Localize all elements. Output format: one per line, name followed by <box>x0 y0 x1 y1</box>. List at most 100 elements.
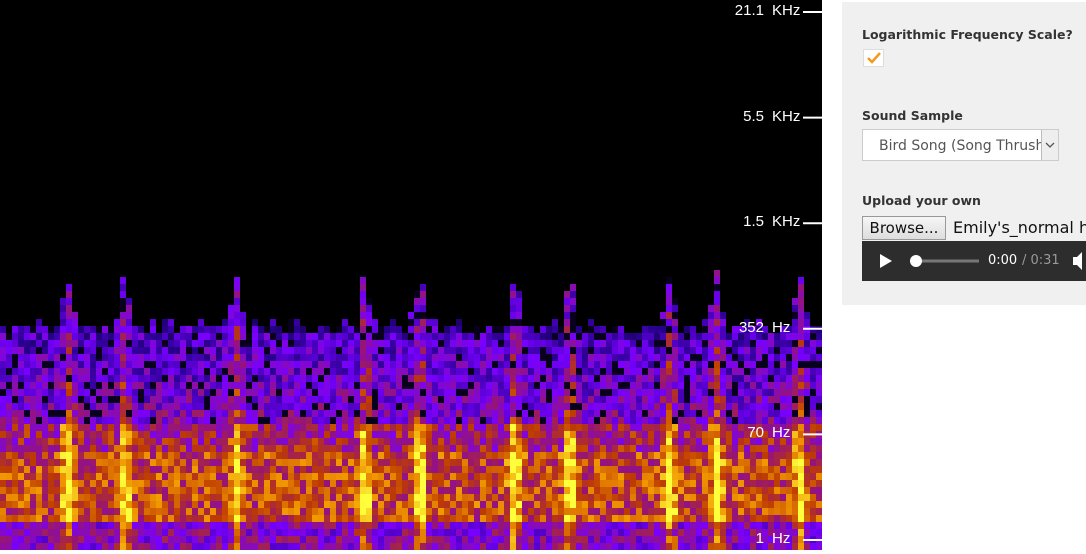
spectrogram-cell <box>774 410 780 417</box>
spectrogram-cell <box>186 438 192 445</box>
spectrogram-cell <box>738 382 744 389</box>
spectrogram-cell <box>552 466 558 473</box>
spectrogram-cell <box>726 417 732 424</box>
spectrogram-cell <box>408 445 414 452</box>
spectrogram-cell <box>216 375 222 382</box>
spectrogram-cell <box>150 515 156 522</box>
spectrogram-cell <box>720 494 726 501</box>
spectrogram-cell <box>468 515 474 522</box>
spectrogram-cell <box>48 326 54 333</box>
spectrogram-cell <box>0 347 6 354</box>
spectrogram-cell <box>750 522 756 529</box>
spectrogram-cell <box>534 417 540 424</box>
spectrogram-cell <box>702 333 708 340</box>
spectrogram-cell <box>12 382 18 389</box>
spectrogram-cell <box>36 340 42 347</box>
spectrogram-cell <box>288 326 294 333</box>
spectrogram-cell <box>372 438 378 445</box>
spectrogram-cell <box>360 417 366 424</box>
spectrogram-cell <box>492 361 498 368</box>
spectrogram-cell <box>72 312 78 319</box>
spectrogram-cell <box>120 508 126 515</box>
spectrogram-cell <box>138 438 144 445</box>
spectrogram-cell <box>792 340 798 347</box>
spectrogram-cell <box>0 396 6 403</box>
spectrogram-cell <box>492 515 498 522</box>
spectrogram-cell <box>558 466 564 473</box>
spectrogram-cell <box>276 347 282 354</box>
spectrogram-cell <box>408 536 414 543</box>
sample-select[interactable]: Bird Song (Song Thrush) <box>862 129 1059 161</box>
spectrogram-cell <box>456 536 462 543</box>
spectrogram-cell <box>114 529 120 536</box>
spectrogram-cell <box>246 536 252 543</box>
spectrogram-cell <box>36 501 42 508</box>
spectrogram-cell <box>48 459 54 466</box>
spectrogram-cell <box>612 515 618 522</box>
play-button[interactable] <box>880 254 892 268</box>
spectrogram-cell <box>90 368 96 375</box>
spectrogram-cell <box>438 375 444 382</box>
spectrogram-cell <box>306 508 312 515</box>
spectrogram-cell <box>588 375 594 382</box>
spectrogram-cell <box>228 536 234 543</box>
browse-button[interactable]: Browse... <box>862 216 946 240</box>
spectrogram-cell <box>150 466 156 473</box>
spectrogram-cell <box>666 410 672 417</box>
spectrogram-cell <box>240 529 246 536</box>
spectrogram-cell <box>780 445 786 452</box>
spectrogram-cell <box>114 424 120 431</box>
spectrogram-cell <box>96 375 102 382</box>
spectrogram-cell <box>54 368 60 375</box>
spectrogram-cell <box>612 389 618 396</box>
spectrogram-cell <box>204 487 210 494</box>
spectrogram-cell <box>684 473 690 480</box>
spectrogram-cell <box>756 340 762 347</box>
spectrogram-cell <box>72 354 78 361</box>
spectrogram-cell <box>678 487 684 494</box>
spectrogram-cell <box>282 452 288 459</box>
spectrogram-cell <box>198 347 204 354</box>
spectrogram-cell <box>348 487 354 494</box>
spectrogram-cell <box>516 326 522 333</box>
spectrogram-cell <box>96 459 102 466</box>
spectrogram-cell <box>738 431 744 438</box>
log-scale-checkbox[interactable] <box>863 49 884 67</box>
spectrogram-cell <box>324 522 330 529</box>
spectrogram-cell <box>264 347 270 354</box>
spectrogram-cell <box>690 396 696 403</box>
spectrogram-cell <box>150 459 156 466</box>
spectrogram-cell <box>486 480 492 487</box>
spectrogram-cell <box>588 431 594 438</box>
spectrogram-cell <box>246 487 252 494</box>
control-panel: Logarithmic Frequency Scale? Sound Sampl… <box>842 2 1086 305</box>
spectrogram-cell <box>810 501 816 508</box>
spectrogram-cell <box>648 389 654 396</box>
spectrogram-cell <box>510 354 516 361</box>
spectrogram-cell <box>432 424 438 431</box>
spectrogram-cell <box>264 361 270 368</box>
volume-button[interactable] <box>1073 252 1082 270</box>
spectrogram-cell <box>774 515 780 522</box>
spectrogram-cell <box>720 410 726 417</box>
spectrogram-cell <box>576 333 582 340</box>
spectrogram-cell <box>324 396 330 403</box>
seek-handle[interactable] <box>910 255 922 267</box>
spectrogram-cell <box>102 375 108 382</box>
spectrogram-cell <box>234 466 240 473</box>
spectrogram-cell <box>612 529 618 536</box>
spectrogram-cell <box>438 536 444 543</box>
spectrogram-cell <box>192 368 198 375</box>
spectrogram-cell <box>396 480 402 487</box>
spectrogram-cell <box>726 410 732 417</box>
spectrogram-cell <box>30 438 36 445</box>
spectrogram-cell <box>528 403 534 410</box>
spectrogram-cell <box>282 424 288 431</box>
spectrogram-cell <box>642 431 648 438</box>
spectrogram-cell <box>702 515 708 522</box>
spectrogram-cell <box>624 410 630 417</box>
spectrogram-cell <box>336 459 342 466</box>
spectrogram-cell <box>552 361 558 368</box>
spectrogram-cell <box>696 480 702 487</box>
spectrogram-cell <box>312 410 318 417</box>
